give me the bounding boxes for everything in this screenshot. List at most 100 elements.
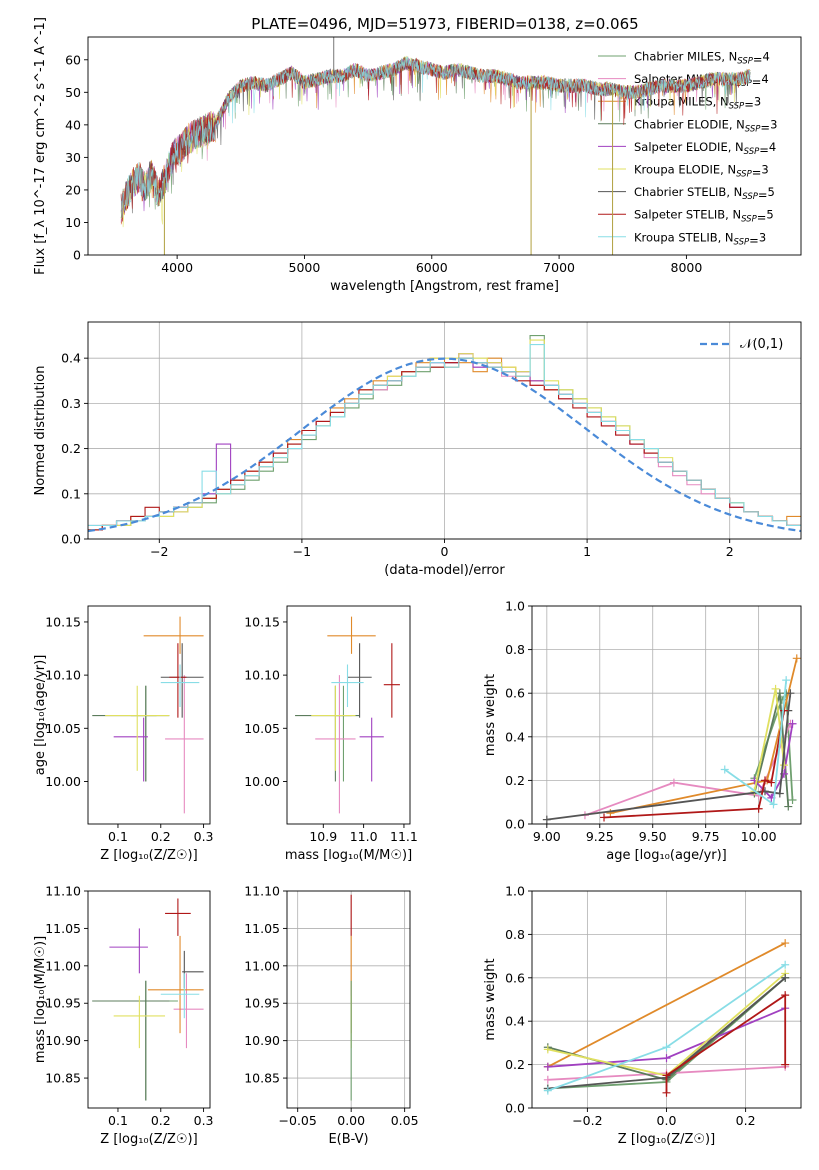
y-tick-label: 10.85 — [45, 1071, 81, 1086]
legend-nssp: 5 — [768, 185, 775, 199]
residual-legend-label: 𝒩(0,1) — [740, 337, 783, 352]
x-axis-label: Z [log₁₀(Z/Z☉)] — [100, 848, 197, 863]
weight-marker-8 — [662, 1043, 671, 1052]
legend-label: Kroupa STELIB, NSSP=3 — [634, 230, 766, 247]
weight-marker-4 — [788, 719, 797, 728]
y-tick-label: 0.4 — [61, 351, 81, 366]
x-tick-label: 0.2 — [151, 829, 171, 844]
histogram-8 — [88, 344, 801, 526]
weight-marker-7 — [767, 778, 776, 787]
weight-marker-7 — [662, 1071, 671, 1080]
legend-ssp-subscript: SSP — [736, 79, 752, 89]
legend-equals: = — [760, 120, 770, 134]
axes-frame — [531, 605, 802, 825]
x-tick-label: 0 — [441, 544, 449, 559]
plot-area — [295, 616, 400, 814]
x-axis-label: E(B-V) — [328, 1132, 368, 1147]
y-tick-label: 10.00 — [244, 774, 280, 789]
legend-series-name: Chabrier STELIB — [634, 185, 726, 199]
x-tick-label: 0.1 — [108, 1113, 128, 1128]
weight-marker-6 — [542, 815, 551, 824]
x-tick-label: −2 — [150, 544, 168, 559]
weight-marker-7 — [781, 991, 790, 1000]
y-tick-label: 0.1 — [61, 486, 81, 501]
legend-series-name: Chabrier ELODIE — [634, 117, 729, 131]
figure-title: PLATE=0496, MJD=51973, FIBERID=0138, z=0… — [251, 15, 638, 33]
weight-marker-8 — [543, 1086, 552, 1095]
legend-ssp-subscript: SSP — [744, 147, 760, 157]
legend-series-name: Kroupa STELIB — [634, 230, 718, 244]
y-tick-label: 50 — [65, 85, 81, 100]
legend-n: , N — [718, 230, 734, 244]
weight-line-7 — [665, 993, 787, 1093]
x-tick-label: 9.50 — [639, 829, 667, 844]
legend-nssp: 5 — [766, 208, 773, 222]
y-tick-label: 11.10 — [244, 884, 280, 899]
y-tick-label: 0.2 — [505, 1057, 525, 1072]
weight-marker-2 — [781, 939, 790, 948]
x-tick-label: 0.2 — [151, 1113, 171, 1128]
legend-equals: = — [752, 75, 762, 89]
y-tick-label: 0.2 — [505, 773, 525, 788]
x-tick-label: 0.2 — [736, 1113, 756, 1128]
x-axis-label: mass [log₁₀(M/M☉)] — [285, 848, 412, 863]
normal-curve — [88, 357, 801, 533]
weight-marker-4 — [543, 1062, 552, 1071]
spectrum-line-8 — [120, 56, 751, 218]
y-tick-label: 1.0 — [505, 884, 525, 899]
panel-age-vs-Z: 0.1 0.2 0.3 10.00 10.05 10.10 10.15 Z [log₁₀(Z/… — [33, 605, 214, 863]
legend-label: Salpeter ELODIE, NSSP=4 — [634, 140, 776, 157]
x-axis-label: (data-model)/error — [384, 563, 505, 578]
y-axis-label: mass weight — [483, 958, 498, 1040]
y-tick-label: 0.0 — [505, 1101, 525, 1116]
x-tick-label: 0.0 — [657, 1113, 677, 1128]
legend-ssp-subscript: SSP — [745, 124, 761, 134]
x-tick-label: −1 — [293, 544, 311, 559]
weight-marker-5 — [543, 1045, 552, 1054]
weight-marker-0 — [788, 796, 797, 805]
plot-area — [542, 654, 801, 824]
y-axis-label: age [log₁₀(age/yr)] — [33, 655, 48, 776]
y-tick-label: 10.15 — [45, 614, 81, 629]
plot-area — [92, 616, 204, 814]
legend-nssp: 4 — [761, 72, 768, 86]
y-tick-label: 11.05 — [244, 921, 280, 936]
legend-ssp-subscript: SSP — [736, 170, 752, 180]
weight-marker-2 — [792, 654, 801, 663]
weight-marker-5 — [771, 684, 780, 693]
y-tick-label: 60 — [65, 52, 81, 67]
legend-label: Kroupa MILES, NSSP=3 — [634, 95, 761, 112]
weight-marker-7 — [662, 1088, 671, 1097]
y-tick-label: 10.00 — [45, 774, 81, 789]
y-tick-label: 10.05 — [244, 721, 280, 736]
weight-marker-6 — [781, 973, 790, 982]
y-tick-label: 11.10 — [45, 884, 81, 899]
panel-mass-vs-Z: 0.1 0.2 0.3 10.85 10.90 10.95 11.00 11.05 11.10 Z… — [33, 884, 214, 1148]
legend-series-name: Salpeter ELODIE — [634, 140, 728, 154]
axes-frame — [87, 890, 211, 1109]
axes-frame — [286, 890, 411, 1109]
legend-ssp-subscript: SSP — [742, 192, 758, 202]
weight-marker-3 — [775, 689, 784, 698]
y-tick-label: 11.05 — [45, 921, 81, 936]
weight-marker-2 — [606, 809, 615, 818]
y-tick-label: 10.15 — [244, 614, 280, 629]
y-tick-label: 0 — [73, 248, 81, 263]
panel-spectrum: 4000 5000 6000 7000 8000 0 10 20 30 40 50 60 wavelen… — [33, 17, 802, 294]
y-tick-label: 0.0 — [505, 817, 525, 832]
x-tick-label: −0.05 — [279, 1113, 317, 1128]
legend-ssp-subscript: SSP — [741, 215, 757, 225]
weight-marker-7 — [754, 804, 763, 813]
y-tick-label: 0.8 — [505, 927, 525, 942]
legend-n: , N — [728, 140, 744, 154]
y-tick-label: 10.95 — [244, 996, 280, 1011]
x-tick-label: 11.0 — [350, 829, 378, 844]
y-tick-label: 0.6 — [505, 686, 525, 701]
legend-label: Chabrier ELODIE, NSSP=3 — [634, 117, 777, 134]
x-tick-label: 11.1 — [390, 829, 418, 844]
legend-series-name: Kroupa MILES — [634, 95, 713, 109]
y-axis-label: Normed distribution — [33, 366, 48, 496]
y-tick-label: 30 — [65, 150, 81, 165]
y-tick-label: 0.4 — [505, 729, 525, 744]
